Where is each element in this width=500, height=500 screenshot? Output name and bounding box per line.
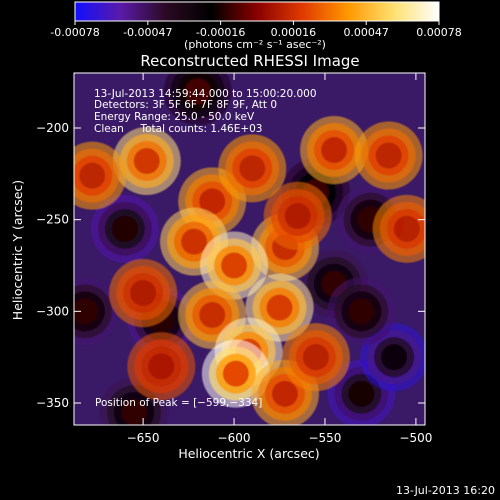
- cold-region-blob: [348, 380, 375, 407]
- x-tick-label: −500: [399, 431, 432, 445]
- hot-region-blob: [181, 228, 208, 255]
- y-tick-label: −350: [36, 396, 69, 410]
- hot-region-blob: [222, 360, 249, 387]
- hot-region-blob: [284, 203, 311, 229]
- colorbar-tick-label: -0.00047: [123, 26, 172, 39]
- hot-region-blob: [148, 353, 175, 380]
- x-tick-label: −600: [218, 431, 251, 445]
- hot-region-blob: [133, 148, 160, 174]
- y-axis-label: Heliocentric Y (arcsec): [10, 180, 25, 320]
- hot-region-blob: [130, 280, 157, 306]
- colorbar-tick-label: 0.00016: [271, 26, 317, 39]
- info-detectors: Detectors: 3F 5F 6F 7F 8F 9F, Att 0: [94, 99, 277, 111]
- hot-region-blob: [266, 294, 293, 321]
- x-axis-label: Heliocentric X (arcsec): [178, 446, 319, 461]
- cold-region-blob: [121, 399, 148, 425]
- hot-region-blob: [375, 142, 402, 169]
- info-time-range: 13-Jul-2013 14:59:44.000 to 15:00:20.000: [94, 88, 317, 100]
- footer-timestamp: 13-Jul-2013 16:20: [396, 484, 495, 497]
- y-tick-label: −250: [36, 213, 69, 227]
- y-tick-label: −300: [36, 304, 69, 318]
- hot-region-blob: [302, 344, 329, 371]
- colorbar-gradient: [75, 2, 439, 21]
- plot-frame: [73, 72, 426, 426]
- cold-region-blob: [111, 215, 138, 242]
- y-tick-label: −200: [36, 121, 69, 135]
- colorbar-tick-label: -0.00078: [50, 26, 99, 39]
- colorbar-units-label: (photons cm⁻² s⁻¹ asec⁻²): [184, 38, 326, 51]
- colorbar-tick-label: 0.00047: [343, 26, 389, 39]
- info-block: 13-Jul-2013 14:59:44.000 to 15:00:20.000…: [94, 88, 317, 135]
- cold-region-blob: [381, 344, 408, 371]
- cold-region-blob: [184, 78, 211, 105]
- peak-position-label: Position of Peak = [−599,−334]: [95, 397, 262, 409]
- heatmap-blobs: [74, 73, 425, 425]
- x-tick-label: −550: [308, 431, 341, 445]
- x-axis: −650 −600 −550 −500: [127, 73, 432, 445]
- hot-region-blob: [393, 215, 420, 242]
- cold-region-blob: [348, 298, 375, 325]
- hot-region-blob: [239, 155, 266, 182]
- chart-title: Reconstructed RHESSI Image: [140, 52, 359, 70]
- colorbar-ticks: -0.00078 -0.00047 -0.00016 0.00016 0.00047 0.…: [50, 21, 462, 39]
- x-tick-label: −650: [127, 431, 160, 445]
- hot-region-blob: [199, 302, 226, 328]
- colorbar-tick-label: -0.00016: [196, 26, 245, 39]
- y-axis: −200 −250 −300 −350: [36, 121, 425, 410]
- hot-region-blob: [79, 162, 106, 189]
- hot-region-blob: [321, 137, 348, 163]
- colorbar-tick-label: 0.00078: [416, 26, 462, 39]
- colorbar-frame: [74, 1, 440, 22]
- cold-region-blob: [74, 298, 98, 325]
- hot-region-blob: [199, 188, 226, 215]
- hot-region-blob: [271, 380, 298, 407]
- hot-region-blob: [221, 252, 248, 279]
- info-energy-range: Energy Range: 25.0 - 50.0 keV: [94, 111, 255, 123]
- info-clean-counts: Clean Total counts: 1.46E+03: [94, 123, 263, 135]
- heatmap-area: [74, 73, 425, 425]
